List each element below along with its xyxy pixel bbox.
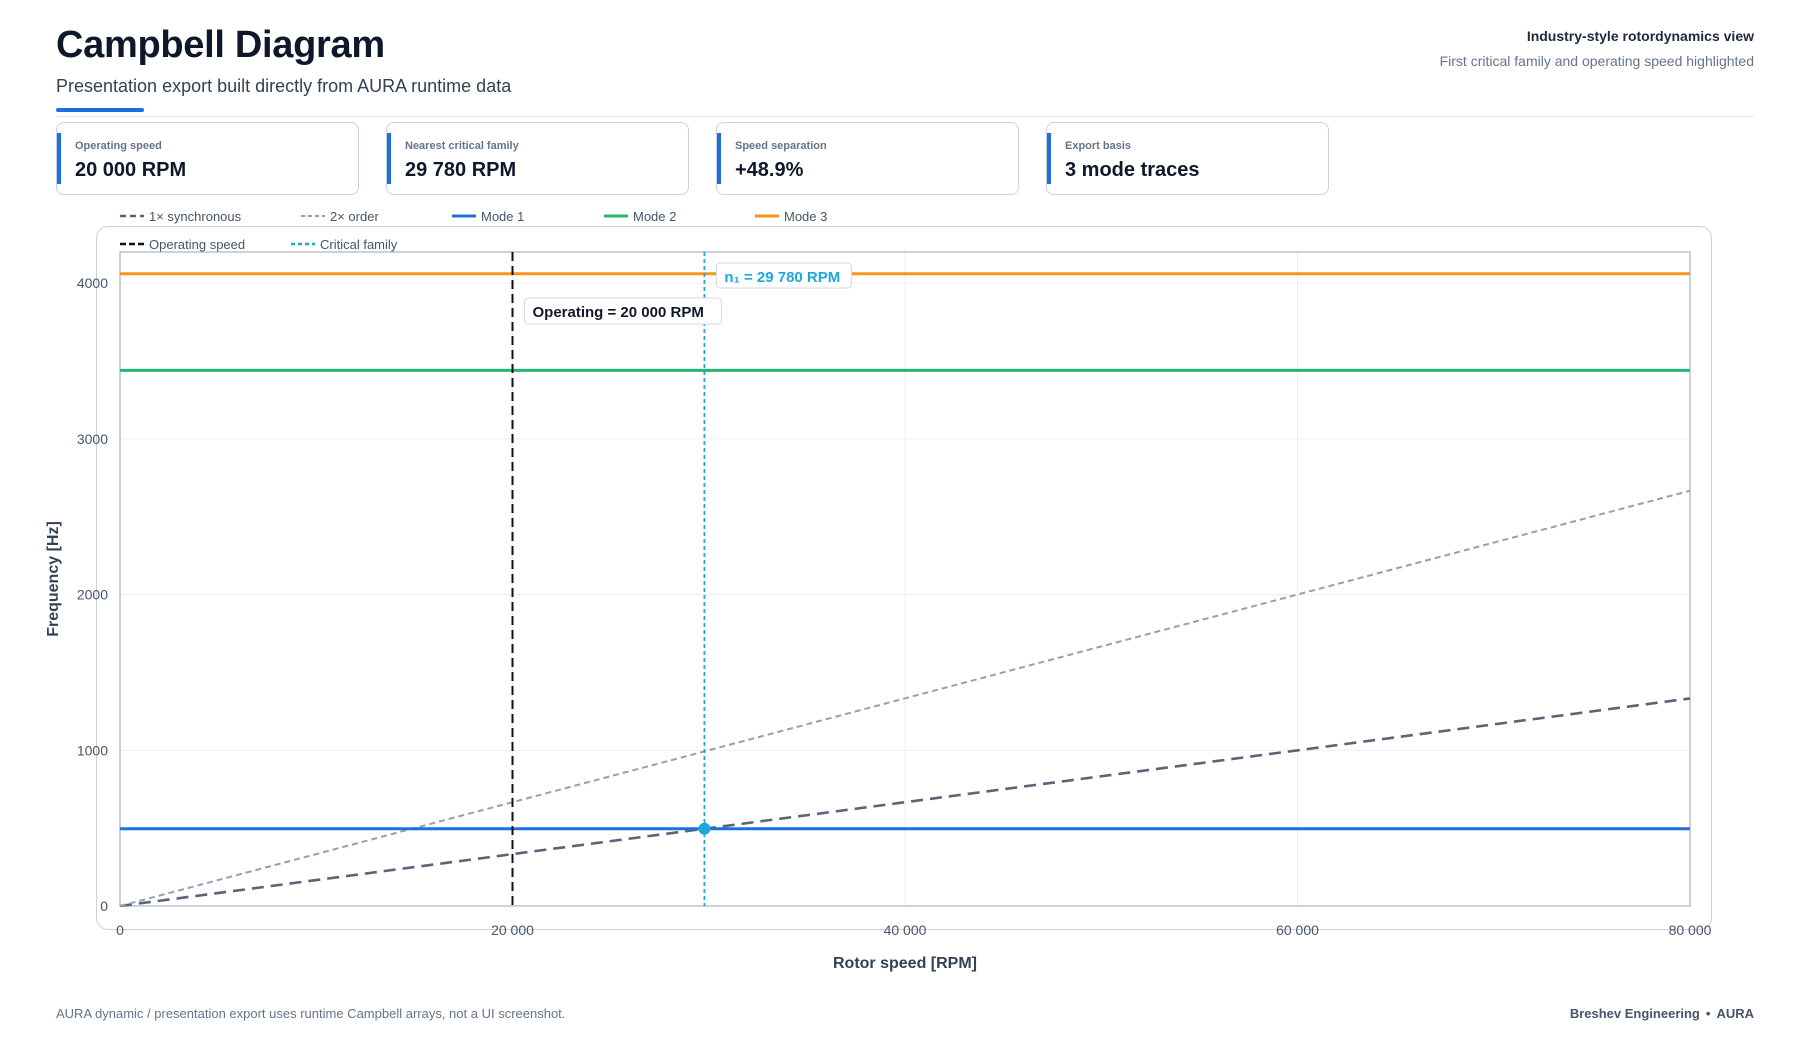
x-tick-label: 40 000: [884, 922, 927, 938]
kpi-value: +48.9%: [735, 159, 804, 181]
grid: [119, 252, 1691, 907]
kpi-speed-separation: Speed separation +48.9%: [716, 122, 1019, 195]
axes: 0 20 000 40 000 60 000 80 000 0 1000 2000 3000 40…: [45, 275, 1712, 972]
header-right-subtitle: First critical family and operating spee…: [1439, 53, 1754, 69]
kpi-label: Operating speed: [75, 140, 162, 152]
header-divider: [56, 116, 1754, 117]
y-tick-label: 3000: [77, 431, 108, 447]
legend-entry: 1× synchronous: [149, 209, 242, 224]
y-tick-label: 4000: [77, 275, 108, 291]
kpi-operating-speed: Operating speed 20 000 RPM: [56, 122, 359, 195]
page-title: Campbell Diagram: [56, 24, 385, 66]
kpi-value: 20 000 RPM: [75, 159, 187, 181]
footer-separator: •: [1705, 1006, 1711, 1021]
critical-label: n₁ = 29 780 RPM: [724, 269, 840, 286]
plot-frame: [96, 226, 1712, 930]
series-2x-order: [119, 489, 1691, 907]
y-tick-label: 0: [100, 898, 108, 914]
annotations: Operating = 20 000 RPM n₁ = 29 780 RPM: [524, 262, 852, 325]
legend: 1× synchronous 2× order Mode 1 Mode 2 Mode 3…: [120, 209, 827, 252]
x-tick-label: 80 000: [1669, 922, 1712, 938]
speed-markers: [511, 252, 711, 906]
kpi-value: 3 mode traces: [1065, 159, 1200, 181]
kpi-export-basis: Export basis 3 mode traces: [1046, 122, 1329, 195]
header-right-title: Industry-style rotordynamics view: [1526, 28, 1754, 44]
x-tick-label: 20 000: [491, 922, 534, 938]
kpi-label: Speed separation: [735, 140, 827, 152]
campbell-chart: 0 20 000 40 000 60 000 80 000 0 1000 2000 3000 40…: [45, 209, 1712, 972]
critical-label-box: [715, 262, 852, 289]
plot-area-border: [119, 251, 1691, 907]
kpi-label: Export basis: [1065, 140, 1132, 152]
footer-brand: Breshev Engineering • AURA: [1570, 1006, 1754, 1021]
header-info: Industry-style rotordynamics view First …: [1440, 28, 1754, 69]
kpi-label: Nearest critical family: [405, 140, 519, 152]
x-tick-label: 0: [116, 922, 124, 938]
footer-product: AURA: [1716, 1006, 1754, 1021]
x-axis-label: Rotor speed [RPM]: [833, 955, 977, 972]
y-tick-label: 2000: [77, 587, 108, 603]
y-tick-label: 1000: [77, 742, 108, 758]
series: [119, 272, 1691, 908]
y-axis-label: Frequency [Hz]: [45, 521, 62, 637]
title-accent-bar: [56, 108, 144, 112]
legend-entry: Mode 1: [481, 209, 524, 224]
legend-entry: 2× order: [330, 209, 379, 224]
legend-entry: Operating speed: [149, 237, 245, 252]
critical-point-marker: [698, 822, 711, 835]
operating-label-box: [524, 297, 722, 325]
page-subtitle: Presentation export built directly from …: [56, 76, 512, 96]
footer-company: Breshev Engineering: [1569, 1006, 1700, 1021]
footer-note: AURA dynamic / presentation export uses …: [56, 1006, 566, 1021]
x-tick-label: 60 000: [1276, 922, 1319, 938]
legend-entry: Mode 3: [784, 209, 827, 224]
kpi-nearest-critical: Nearest critical family 29 780 RPM: [386, 122, 689, 195]
series-1x-synchronous: [119, 697, 1691, 908]
legend-entry: Critical family: [320, 237, 398, 252]
legend-entry: Mode 2: [633, 209, 676, 224]
kpi-value: 29 780 RPM: [405, 159, 517, 181]
operating-label: Operating = 20 000 RPM: [533, 304, 704, 321]
